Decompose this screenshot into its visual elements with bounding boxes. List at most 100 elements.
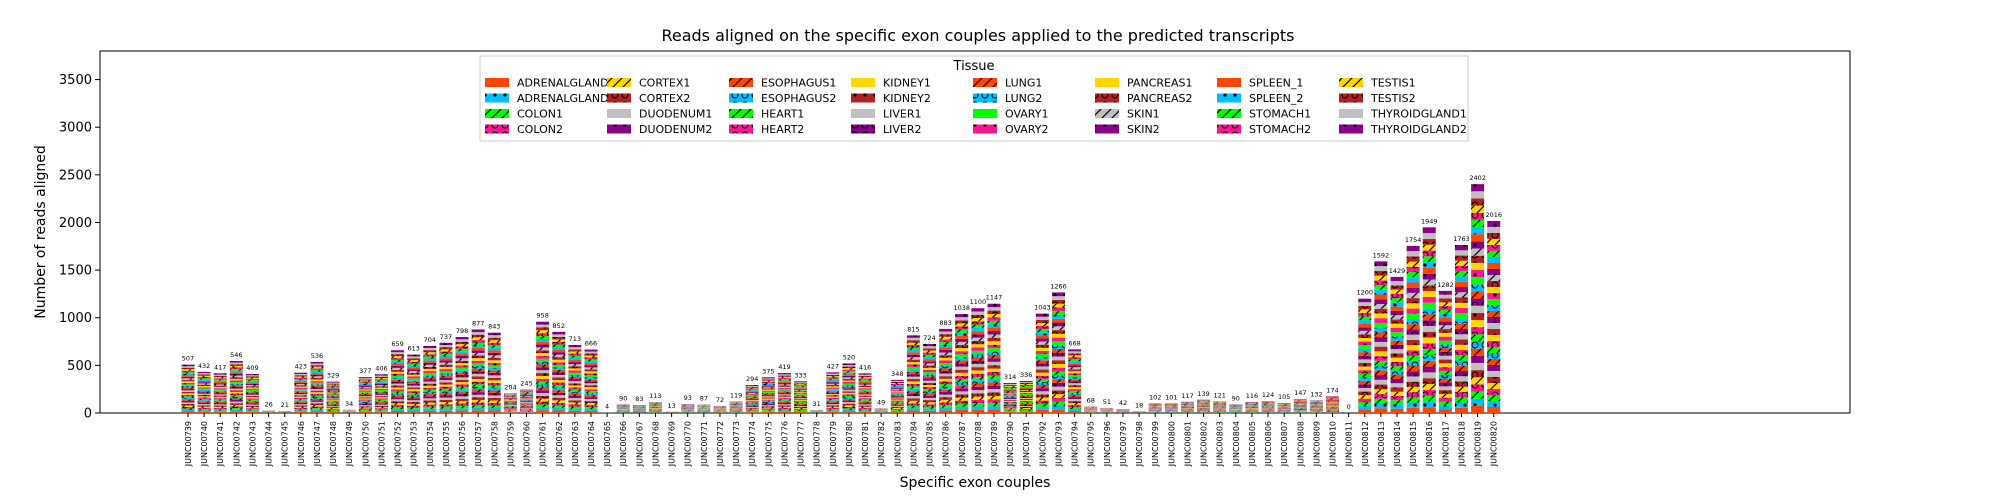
bar-stack: 93	[681, 394, 695, 413]
bar-segment	[971, 370, 985, 374]
bar-value-label: 546	[230, 351, 242, 359]
bar-segment	[1471, 277, 1485, 285]
bar-segment	[326, 402, 340, 404]
bar-segment	[1374, 308, 1388, 314]
bar-segment	[568, 396, 582, 399]
x-tick-label: JUNC00775	[764, 421, 773, 467]
bar-segment	[890, 391, 904, 393]
bar-segment	[777, 376, 791, 379]
bar-segment	[423, 385, 437, 388]
bar-segment	[407, 376, 421, 379]
bar-segment	[487, 410, 501, 413]
bar-segment	[1035, 344, 1049, 348]
bar-segment	[1019, 410, 1033, 412]
bar-segment	[1326, 411, 1340, 412]
bar-segment	[1406, 355, 1420, 361]
bar-segment	[439, 406, 453, 409]
bar-segment	[455, 351, 469, 354]
y-tick-label: 1000	[59, 311, 92, 326]
bar-segment	[1051, 322, 1065, 327]
bar-segment	[1326, 409, 1340, 410]
bar-segment	[1068, 377, 1082, 380]
x-tick-label: JUNC00758	[490, 421, 499, 467]
bar-segment	[761, 379, 775, 381]
bar-segment	[1438, 313, 1452, 318]
bar-segment	[1471, 212, 1485, 220]
bar-segment	[906, 371, 920, 375]
bar-segment	[1390, 332, 1404, 337]
bar-segment	[1374, 375, 1388, 380]
bar-segment	[1422, 302, 1436, 309]
bar-segment	[939, 355, 953, 358]
bar-segment	[1406, 371, 1420, 377]
bar-segment	[568, 370, 582, 373]
bar-segment	[229, 378, 243, 381]
bar-stack: 416	[858, 363, 872, 413]
bar-segment	[890, 387, 904, 389]
x-tick-label: JUNC00789	[990, 421, 999, 467]
bar-segment	[455, 391, 469, 394]
bar-segment	[858, 390, 872, 392]
bar-segment	[584, 411, 598, 413]
x-tick-label: JUNC00796	[1103, 421, 1112, 467]
bar-segment	[520, 396, 534, 398]
bar-segment	[213, 406, 227, 409]
bar-segment	[423, 389, 437, 393]
bar-segment	[552, 392, 566, 396]
bar-segment	[407, 365, 421, 368]
x-tick-label: JUNC00808	[1296, 421, 1305, 467]
x-tick-label: JUNC00788	[974, 421, 983, 467]
bar-segment	[1035, 329, 1049, 333]
bar-segment	[310, 366, 324, 369]
bar-segment	[294, 387, 308, 390]
bar-segment	[1487, 376, 1501, 383]
bar-segment	[407, 409, 421, 412]
bar-segment	[520, 402, 534, 403]
bar-value-label: 1266	[1050, 282, 1067, 290]
bar-segment	[955, 357, 969, 361]
bar-segment	[520, 395, 534, 397]
bar-segment	[568, 372, 582, 375]
bar-segment	[1471, 384, 1485, 392]
bar-stack: 427	[826, 362, 840, 413]
bar-segment	[1471, 219, 1485, 228]
bar-value-label: 2402	[1469, 174, 1486, 182]
bar-segment	[455, 372, 469, 375]
bar-segment	[826, 385, 840, 387]
bar-segment	[197, 376, 211, 379]
bar-segment	[326, 387, 340, 389]
bar-segment	[358, 382, 372, 384]
bar-segment	[1471, 262, 1485, 270]
bar-segment	[794, 394, 808, 396]
bar-value-label: 87	[700, 395, 708, 403]
bar-segment	[971, 327, 985, 332]
bar-segment	[761, 397, 775, 399]
bar-segment	[197, 374, 211, 376]
bar-segment	[391, 354, 405, 357]
bar-segment	[568, 408, 582, 411]
bar-segment	[1326, 410, 1340, 412]
bar-segment	[1406, 256, 1420, 262]
bar-segment	[536, 410, 550, 413]
bar-segment	[971, 344, 985, 348]
bar-segment	[520, 406, 534, 408]
bar-segment	[1487, 340, 1501, 347]
bar-segment	[197, 389, 211, 392]
bar-segment	[423, 383, 437, 386]
legend-swatch	[1339, 78, 1363, 87]
bar-segment	[1068, 365, 1082, 368]
bar-segment	[1326, 405, 1340, 407]
bar-segment	[197, 382, 211, 384]
x-tick-label: JUNC00785	[926, 421, 935, 467]
bar-segment	[1358, 377, 1372, 381]
bar-segment	[842, 363, 856, 366]
bar-segment	[197, 387, 211, 389]
bar-segment	[939, 410, 953, 413]
bar-segment	[858, 374, 872, 376]
bar-segment	[294, 402, 308, 405]
bar-segment	[939, 352, 953, 356]
bar-segment	[439, 360, 453, 363]
bar-value-label: 409	[246, 364, 258, 372]
bar-segment	[310, 373, 324, 375]
bar-segment	[1438, 302, 1452, 307]
